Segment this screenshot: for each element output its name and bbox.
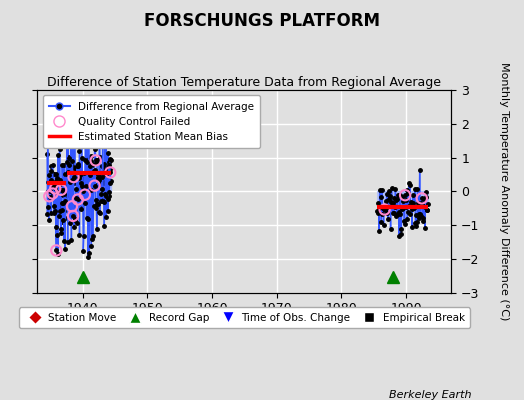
Point (68, 203, 76, 210)
Point (48, 190, 57, 197)
Y-axis label: Monthly Temperature Anomaly Difference (°C): Monthly Temperature Anomaly Difference (… (499, 62, 509, 320)
Point (92, 157, 100, 164)
Point (52, 247, 60, 254)
Point (69, 174, 78, 180)
Point (45, 193, 53, 200)
Point (69, 213, 77, 219)
Legend: Station Move, Record Gap, Time of Obs. Change, Empirical Break: Station Move, Record Gap, Time of Obs. C… (19, 308, 470, 328)
Point (418, 195, 426, 202)
Point (106, 169, 114, 176)
Title: Difference of Station Temperature Data from Regional Average: Difference of Station Temperature Data f… (48, 76, 441, 89)
Point (91, 182, 99, 189)
Point (74, 196, 82, 203)
Point (380, 206, 389, 213)
Point (401, 192, 409, 198)
Point (51, 185, 59, 192)
Text: Berkeley Earth: Berkeley Earth (389, 390, 472, 400)
Point (57, 186, 66, 193)
Text: FORSCHUNGS PLATFORM: FORSCHUNGS PLATFORM (144, 12, 380, 30)
Point (81, 192, 89, 198)
